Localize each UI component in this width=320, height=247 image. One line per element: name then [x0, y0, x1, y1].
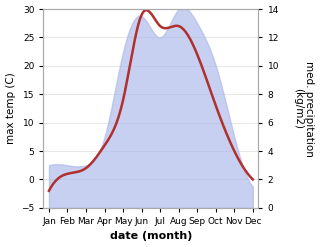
Y-axis label: med. precipitation
(kg/m2): med. precipitation (kg/m2) [293, 61, 315, 156]
Y-axis label: max temp (C): max temp (C) [5, 73, 16, 144]
X-axis label: date (month): date (month) [110, 231, 192, 242]
